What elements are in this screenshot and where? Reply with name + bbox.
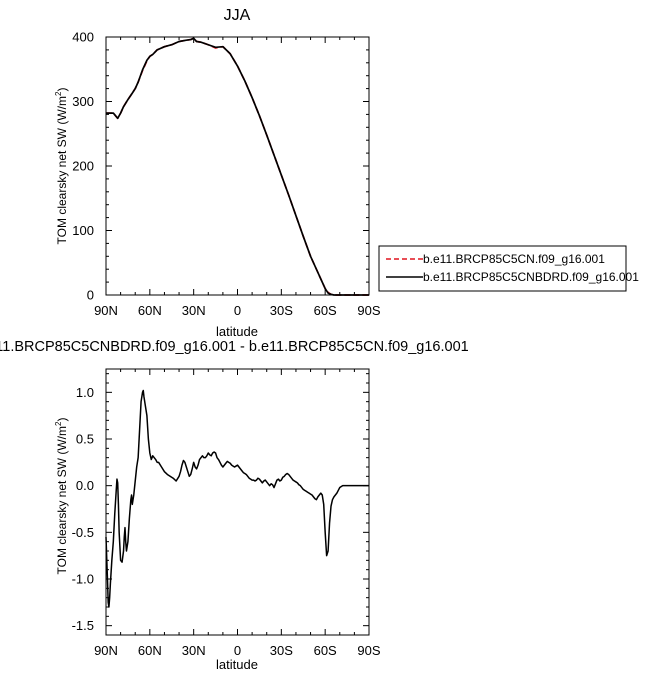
y-tick-label-bottom-2: -0.5 — [72, 525, 94, 540]
chart-bottom-plot: 90N 60N 30N 0 30S 60S 90S -1.5 -1.0 -0.5 0.0 0.5 1.0 — [72, 368, 381, 658]
y-tick-label-bottom-4: 0.5 — [76, 432, 94, 447]
x-tick-label-top-5: 60S — [314, 303, 337, 318]
chart-top-ylabel-close: ) — [55, 88, 69, 92]
chart-bottom: 11.BRCP85C5CNBDRD.f09_g16.001 - b.e11.BR… — [0, 339, 469, 672]
x-tick-label-top-2: 30N — [182, 303, 206, 318]
y-tick-label-bottom-5: 1.0 — [76, 385, 94, 400]
x-tick-label-top-0: 90N — [94, 303, 118, 318]
chart-bottom-ylabel: TOM clearsky net SW (W/m2) — [54, 418, 69, 575]
x-tick-label-top-1: 60N — [138, 303, 162, 318]
chart-top-title: JJA — [224, 7, 251, 24]
chart-top-plot: 90N 60N 30N 0 30S 60S 90S 0 100 200 300 400 — [72, 30, 381, 319]
chart-bottom-ylabel-close: ) — [55, 418, 69, 422]
x-tick-label-bottom-5: 60S — [314, 643, 337, 658]
y-tick-label-top-1: 100 — [72, 223, 94, 238]
legend-label-cnbdrd: b.e11.BRCP85C5CNBDRD.f09_g16.001 — [423, 270, 639, 284]
x-tick-label-top-4: 30S — [270, 303, 293, 318]
x-tick-label-bottom-4: 30S — [270, 643, 293, 658]
x-tick-label-bottom-2: 30N — [182, 643, 206, 658]
y-tick-label-top-3: 300 — [72, 94, 94, 109]
x-tick-label-bottom-0: 90N — [94, 643, 118, 658]
chart-top-ylabel: TOM clearsky net SW (W/m2) — [54, 88, 69, 245]
plot-frame-top — [105, 36, 370, 296]
series-line-bottom-0 — [105, 389, 369, 608]
legend-box — [378, 245, 627, 292]
series-line-top-1 — [106, 37, 369, 296]
chart-top: JJA 90N 60N 30N 0 30S 60S 90S 0 100 200 300 400 lat… — [54, 7, 381, 339]
chart-bottom-xlabel: latitude — [216, 657, 258, 672]
chart-bottom-title: 11.BRCP85C5CNBDRD.f09_g16.001 - b.e11.BR… — [0, 339, 469, 355]
x-tick-label-bottom-3: 0 — [234, 643, 241, 658]
y-tick-label-bottom-1: -1.0 — [72, 572, 94, 587]
x-tick-label-bottom-1: 60N — [138, 643, 162, 658]
chart-top-ylabel-sup: 2 — [54, 91, 63, 96]
chart-bottom-ylabel-main: TOM clearsky net SW (W/m — [55, 426, 69, 574]
x-tick-label-top-3: 0 — [234, 303, 241, 318]
chart-bottom-ylabel-sup: 2 — [54, 421, 63, 426]
y-tick-label-bottom-3: 0.0 — [76, 478, 94, 493]
legend: b.e11.BRCP85C5CN.f09_g16.001 b.e11.BRCP8… — [378, 245, 639, 292]
series-line-top-0 — [106, 37, 369, 296]
y-tick-label-top-2: 200 — [72, 159, 94, 174]
x-tick-label-top-6: 90S — [357, 303, 380, 318]
y-tick-label-top-0: 0 — [87, 288, 94, 303]
x-tick-label-bottom-6: 90S — [357, 643, 380, 658]
chart-top-xlabel: latitude — [216, 324, 258, 339]
y-tick-label-bottom-0: -1.5 — [72, 618, 94, 633]
legend-label-cn: b.e11.BRCP85C5CN.f09_g16.001 — [423, 252, 605, 266]
y-tick-label-top-4: 400 — [72, 30, 94, 45]
chart-top-ylabel-main: TOM clearsky net SW (W/m — [55, 96, 69, 244]
